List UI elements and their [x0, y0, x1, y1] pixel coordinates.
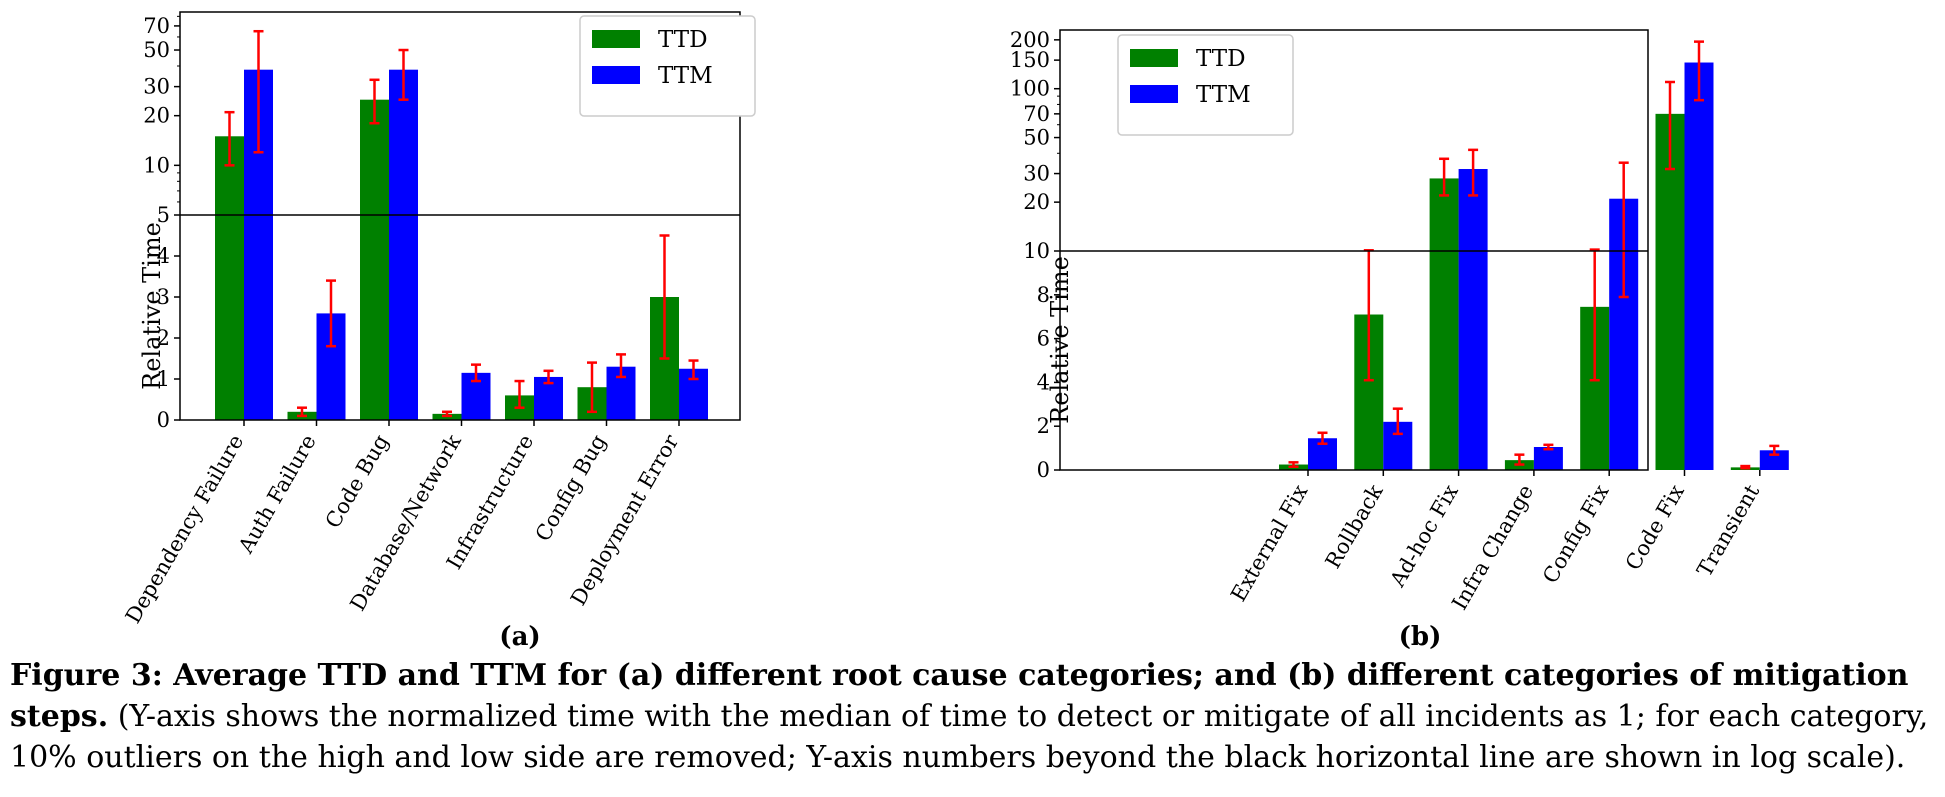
bar-ttm-2 — [1458, 169, 1488, 471]
y-tick-label-lin-1: 1 — [157, 367, 170, 391]
y-tick-label-log-1: 20 — [1023, 190, 1050, 214]
legend-swatch-ttm — [592, 66, 640, 84]
y-tick-label-log-0: 10 — [1023, 239, 1050, 263]
legend: TTD TTM — [1117, 34, 1294, 136]
y-tick-label-log-4: 70 — [1023, 102, 1050, 126]
legend-swatch-ttd — [592, 30, 640, 48]
figure-caption: Figure 3: Average TTD and TTM for (a) di… — [10, 655, 1935, 778]
y-tick-label-log-2: 20 — [143, 104, 170, 128]
y-axis-label: Relative Time — [138, 222, 166, 390]
y-tick-label-lin-2: 2 — [157, 326, 170, 350]
y-tick-label-log-5: 70 — [143, 14, 170, 38]
legend-swatch-ttm — [1130, 85, 1178, 103]
bar-ttd-2 — [1429, 178, 1459, 470]
bar-ttm-6 — [1759, 450, 1789, 470]
y-tick-label-lin-1: 2 — [1037, 414, 1050, 438]
y-tick-label-log-6: 150 — [1010, 48, 1050, 72]
plot-frame — [1059, 29, 1649, 471]
legend-label-ttd: TTD — [658, 27, 708, 53]
legend-label-ttm: TTM — [658, 63, 713, 89]
x-tick-label-1: Rollback — [1321, 480, 1388, 572]
bar-ttd-0 — [215, 136, 244, 420]
x-tick-label-2: Ad-hoc Fix — [1385, 480, 1463, 591]
legend-label-ttd: TTD — [1196, 46, 1246, 72]
bar-ttd-5 — [1655, 113, 1685, 470]
plot-frame — [179, 11, 741, 421]
x-tick-label-5: Code Fix — [1621, 480, 1689, 574]
panel-label: (b) — [1399, 622, 1442, 650]
bar-ttd-2 — [360, 99, 389, 420]
legend-label-ttm: TTM — [1196, 82, 1251, 108]
y-tick-label-log-4: 50 — [143, 38, 170, 62]
bar-ttm-3 — [1533, 447, 1563, 470]
caption-title: Figure 3: Average TTD and TTM for (a) di… — [10, 658, 1909, 734]
bar-ttm-2 — [389, 69, 418, 421]
legend-swatch-ttd — [1130, 49, 1178, 67]
x-tick-label-3: Infra Change — [1447, 481, 1538, 615]
y-tick-label-log-0: 5 — [157, 203, 170, 227]
panel-label: (a) — [499, 622, 540, 650]
y-tick-label-log-7: 200 — [1010, 28, 1050, 52]
y-tick-label-lin-0: 0 — [157, 408, 170, 432]
x-tick-label-0: External Fix — [1226, 480, 1312, 605]
x-tick-label-4: Config Fix — [1538, 480, 1614, 587]
x-tick-label-0: Dependency Failure — [121, 431, 249, 628]
y-tick-label-lin-0: 0 — [1037, 458, 1050, 482]
y-tick-label-log-1: 10 — [143, 153, 170, 177]
caption-text: (Y-axis shows the normalized time with t… — [10, 699, 1929, 775]
y-tick-label-log-5: 100 — [1010, 77, 1050, 101]
y-tick-label-lin-4: 8 — [1037, 283, 1050, 307]
x-tick-label-5: Config Bug — [531, 431, 611, 546]
y-axis-label: Relative Time — [1046, 256, 1074, 424]
y-tick-label-log-3: 30 — [143, 75, 170, 99]
y-tick-label-log-3: 50 — [1023, 126, 1050, 150]
y-tick-label-lin-4: 4 — [157, 244, 170, 268]
y-tick-label-lin-3: 3 — [157, 285, 170, 309]
y-tick-label-lin-3: 6 — [1037, 327, 1050, 351]
bar-ttm-5 — [1684, 62, 1714, 471]
legend: TTD TTM — [579, 15, 756, 117]
y-tick-label-log-2: 30 — [1023, 162, 1050, 186]
x-tick-label-1: Auth Failure — [233, 431, 320, 559]
x-tick-label-6: Transient — [1692, 480, 1764, 581]
y-tick-label-lin-2: 4 — [1037, 370, 1050, 394]
x-tick-label-2: Code Bug — [321, 431, 394, 533]
